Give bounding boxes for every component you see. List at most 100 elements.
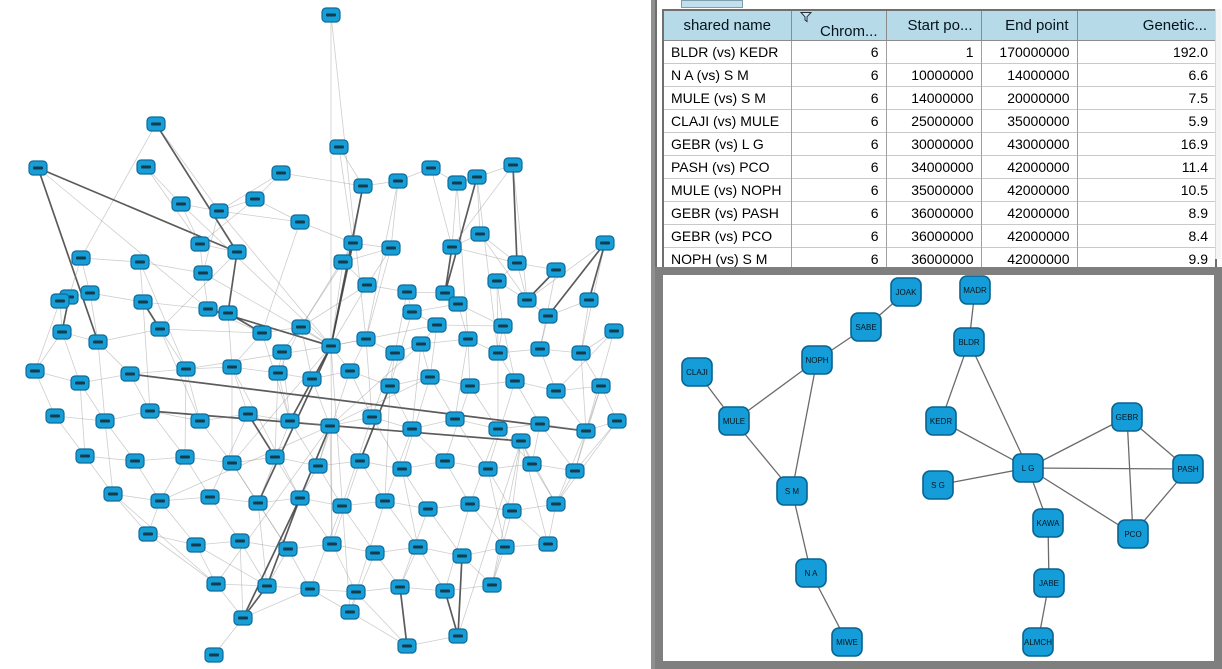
network-edge[interactable] (227, 251, 238, 314)
network-edge[interactable] (80, 257, 141, 263)
network-edge[interactable] (365, 180, 399, 340)
cell-shared-name[interactable]: GEBR (vs) L G (662, 132, 792, 156)
network-edge[interactable] (129, 373, 587, 432)
network-edge[interactable] (349, 611, 408, 647)
network-edge[interactable] (202, 210, 220, 274)
network-edge[interactable] (430, 167, 453, 248)
network-edge[interactable] (300, 284, 368, 328)
column-header-start-position[interactable]: Start po... (885, 9, 982, 41)
network-edge[interactable] (444, 176, 478, 294)
network-edge[interactable] (539, 423, 576, 472)
selected-network-edge-LG-PCO[interactable] (1027, 467, 1134, 535)
network-edge[interactable] (401, 468, 419, 548)
network-edge[interactable] (147, 533, 217, 585)
cell-end-point[interactable]: 42000000 (980, 247, 1078, 271)
cell-chromosome[interactable]: 6 (790, 178, 887, 202)
network-edge[interactable] (34, 300, 61, 372)
cell-start-position[interactable]: 36000000 (885, 201, 982, 225)
cell-chromosome[interactable]: 6 (790, 155, 887, 179)
network-edge[interactable] (511, 440, 522, 512)
column-header-shared-name[interactable]: shared name (662, 9, 792, 41)
network-edge[interactable] (231, 366, 301, 499)
cell-genetic-distance[interactable]: 8.4 (1076, 224, 1217, 248)
cell-shared-name[interactable]: GEBR (vs) PASH (662, 201, 792, 225)
network-edge[interactable] (37, 167, 99, 343)
graph-node-l-g[interactable] (1012, 453, 1044, 483)
cell-end-point[interactable]: 20000000 (980, 86, 1078, 110)
filter-funnel-icon[interactable] (799, 11, 812, 23)
cell-start-position[interactable]: 10000000 (885, 63, 982, 87)
network-edge[interactable] (330, 345, 333, 545)
network-edge[interactable] (451, 246, 518, 264)
network-edge[interactable] (330, 324, 438, 347)
network-edge[interactable] (142, 301, 209, 310)
network-edge[interactable] (112, 493, 217, 585)
graph-node-sabe[interactable] (850, 312, 882, 342)
cell-chromosome[interactable]: 6 (790, 224, 887, 248)
network-edge[interactable] (365, 247, 392, 340)
table-row[interactable]: PASH (vs) PCO 6 34000000 42000000 11.4 (662, 155, 1217, 179)
network-edge[interactable] (330, 284, 368, 347)
network-edge[interactable] (215, 425, 331, 585)
cell-end-point[interactable]: 35000000 (980, 109, 1078, 133)
network-edge[interactable] (451, 182, 458, 248)
table-row[interactable]: N A (vs) S M 6 10000000 14000000 6.6 (662, 63, 1217, 87)
cell-end-point[interactable]: 170000000 (980, 40, 1078, 64)
graph-node-pash[interactable] (1172, 454, 1204, 484)
network-edge[interactable] (79, 382, 86, 457)
network-edge[interactable] (329, 425, 333, 545)
cell-shared-name[interactable]: CLAJI (vs) MULE (662, 109, 792, 133)
network-edge[interactable] (329, 376, 431, 427)
network-edge[interactable] (467, 338, 471, 387)
cell-shared-name[interactable]: MULE (vs) S M (662, 86, 792, 110)
network-edge[interactable] (476, 176, 481, 235)
table-row[interactable]: MULE (vs) NOPH 6 35000000 42000000 10.5 (662, 178, 1217, 202)
network-edge[interactable] (526, 242, 606, 301)
network-edge[interactable] (341, 505, 376, 554)
network-edge[interactable] (184, 368, 187, 458)
cell-start-position[interactable]: 1 (885, 40, 982, 64)
network-edge[interactable] (496, 280, 499, 354)
network-edge[interactable] (427, 508, 463, 557)
network-edge[interactable] (330, 345, 351, 613)
cell-chromosome[interactable]: 6 (790, 86, 887, 110)
network-edge[interactable] (61, 331, 81, 384)
network-edge[interactable] (231, 345, 332, 464)
table-row[interactable]: GEBR (vs) PCO 6 36000000 42000000 8.4 (662, 224, 1217, 248)
network-edge[interactable] (218, 210, 332, 347)
network-edge[interactable] (142, 301, 151, 412)
network-edge[interactable] (355, 591, 408, 647)
network-edge[interactable] (185, 345, 332, 370)
cell-chromosome[interactable]: 6 (790, 132, 887, 156)
graph-node-kawa[interactable] (1032, 508, 1064, 538)
network-edge[interactable] (457, 440, 522, 637)
cell-genetic-distance[interactable]: 11.4 (1076, 155, 1217, 179)
selected-network-edge-NOPH-SM[interactable] (791, 359, 818, 492)
network-edge[interactable] (436, 324, 504, 327)
network-edge[interactable] (384, 385, 391, 502)
cell-genetic-distance[interactable]: 5.9 (1076, 109, 1217, 133)
cell-genetic-distance[interactable]: 9.9 (1076, 247, 1217, 271)
network-edge[interactable] (242, 497, 301, 619)
graph-node-gebr[interactable] (1111, 402, 1143, 432)
graph-node-noph[interactable] (801, 345, 833, 375)
selected-network-edge-LG-PASH[interactable] (1027, 467, 1189, 470)
network-edge[interactable] (502, 325, 516, 382)
network-edge[interactable] (159, 251, 238, 330)
network-edge[interactable] (231, 366, 249, 415)
column-header-genetic-distance[interactable]: Genetic... (1076, 9, 1217, 41)
main-network-canvas[interactable] (0, 0, 651, 669)
network-edge[interactable] (300, 326, 313, 380)
network-edge[interactable] (574, 420, 618, 472)
cell-start-position[interactable]: 36000000 (885, 247, 982, 271)
cell-chromosome[interactable]: 6 (790, 109, 887, 133)
cell-shared-name[interactable]: GEBR (vs) PCO (662, 224, 792, 248)
network-edge[interactable] (97, 341, 106, 422)
network-edge[interactable] (299, 497, 333, 545)
cell-genetic-distance[interactable]: 6.6 (1076, 63, 1217, 87)
selected-network-edge-GEBR-PCO[interactable] (1126, 416, 1134, 535)
cell-genetic-distance[interactable]: 7.5 (1076, 86, 1217, 110)
network-edge[interactable] (338, 146, 354, 244)
network-edge[interactable] (274, 372, 279, 458)
network-edge[interactable] (139, 261, 204, 274)
